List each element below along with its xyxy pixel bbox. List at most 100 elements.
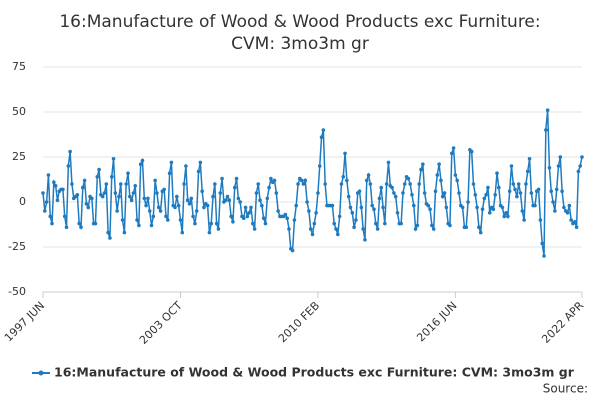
point: [236, 196, 241, 201]
y-tick-label: 50: [12, 105, 26, 118]
point: [576, 169, 581, 174]
point: [428, 207, 432, 211]
point: [100, 194, 105, 199]
point: [390, 185, 394, 190]
point: [202, 205, 206, 210]
point: [155, 191, 159, 195]
point: [469, 149, 474, 154]
point: [560, 189, 564, 193]
point: [120, 218, 125, 222]
point: [166, 218, 170, 222]
point: [536, 187, 541, 192]
point: [66, 164, 71, 168]
point: [93, 221, 98, 226]
point: [406, 176, 411, 181]
point: [551, 200, 555, 204]
y-tick-label: -25: [8, 240, 26, 253]
point: [211, 194, 215, 199]
point: [544, 128, 548, 132]
point: [460, 205, 465, 210]
point: [363, 238, 367, 242]
point: [352, 225, 356, 229]
point: [115, 209, 119, 213]
point: [556, 164, 561, 168]
point: [70, 182, 74, 186]
point: [113, 191, 118, 195]
point: [164, 214, 168, 219]
point: [504, 211, 508, 215]
point: [549, 189, 554, 193]
point: [223, 198, 228, 202]
point: [176, 203, 181, 208]
point: [393, 194, 398, 199]
point: [507, 189, 512, 193]
point: [173, 205, 177, 210]
point: [540, 241, 545, 246]
point: [379, 185, 384, 190]
point: [361, 227, 365, 231]
point: [308, 227, 313, 231]
point: [433, 189, 438, 193]
point: [477, 225, 481, 229]
point: [111, 157, 116, 161]
point: [330, 203, 335, 208]
point: [319, 135, 324, 139]
point: [332, 221, 337, 226]
point: [464, 225, 469, 229]
point: [131, 191, 136, 195]
point: [491, 207, 496, 211]
point: [256, 182, 261, 186]
point: [401, 191, 405, 195]
point: [147, 209, 152, 213]
point: [482, 196, 487, 201]
point: [527, 157, 532, 161]
point: [292, 218, 297, 222]
point: [316, 191, 320, 195]
point: [194, 209, 199, 213]
point: [79, 225, 83, 229]
point: [478, 230, 483, 235]
point: [129, 198, 134, 202]
point: [80, 185, 85, 190]
point: [500, 205, 505, 210]
point: [348, 205, 353, 210]
point: [421, 162, 425, 166]
legend-label: 16:Manufacture of Wood & Wood Products e…: [54, 365, 575, 380]
point: [417, 182, 422, 186]
point: [196, 169, 201, 174]
point: [265, 196, 270, 201]
point: [245, 214, 250, 219]
point: [184, 164, 188, 168]
point: [269, 176, 273, 181]
point: [182, 182, 186, 186]
point: [513, 187, 517, 192]
point: [399, 221, 403, 226]
point: [299, 178, 304, 183]
point: [473, 193, 478, 197]
point: [296, 182, 300, 186]
point: [249, 205, 253, 210]
point: [260, 203, 264, 208]
point: [218, 191, 223, 195]
point: [343, 151, 347, 156]
point: [303, 178, 308, 183]
point: [419, 167, 423, 172]
point: [117, 194, 121, 199]
point: [274, 191, 279, 195]
point: [86, 205, 91, 210]
point: [437, 162, 441, 166]
point: [151, 214, 156, 219]
point: [305, 200, 309, 204]
point: [455, 178, 459, 183]
y-tick-label: 25: [12, 150, 26, 163]
point: [287, 227, 291, 231]
point: [243, 205, 248, 210]
point: [307, 209, 311, 213]
point: [337, 214, 342, 219]
point: [314, 211, 318, 215]
point: [122, 230, 127, 235]
point: [466, 200, 470, 204]
point: [364, 178, 369, 183]
point: [252, 227, 257, 231]
point: [272, 178, 277, 183]
